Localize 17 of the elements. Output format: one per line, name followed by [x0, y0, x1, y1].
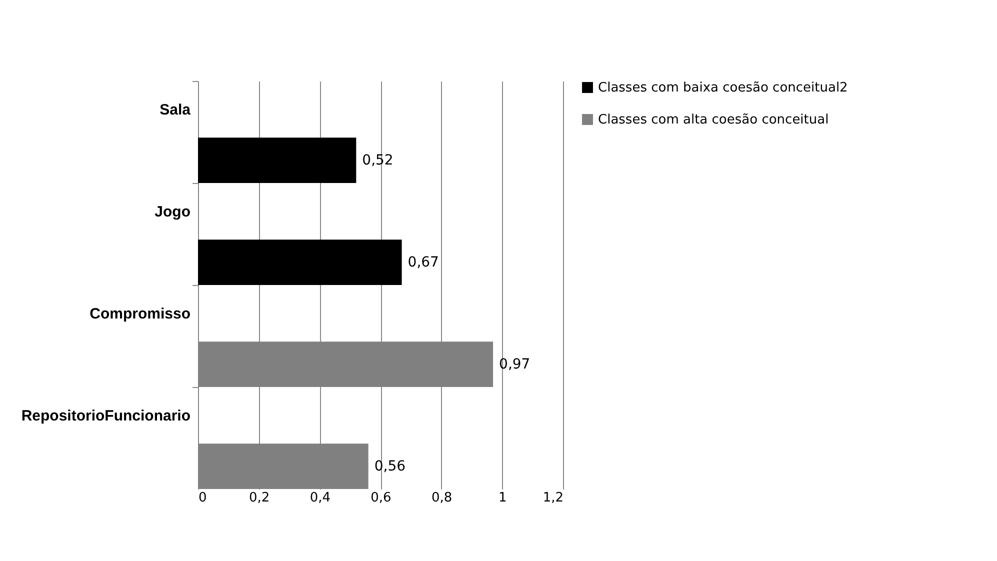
x-tick-label: 0,4: [310, 490, 331, 506]
legend-label: Classes com baixa coesão conceitual2: [598, 80, 848, 96]
y-tick-label: Sala: [160, 102, 192, 119]
x-tick-label: 0: [198, 490, 207, 506]
x-tick-label: 0,8: [431, 490, 452, 506]
text: 0,56: [374, 458, 406, 474]
y-tick-label: Compromisso: [90, 306, 190, 323]
text: 0,67: [408, 254, 439, 270]
y-tick-label: Jogo: [154, 204, 190, 221]
x-tick-label: 0,6: [370, 490, 392, 506]
y-tick-label: RepositorioFuncionario: [21, 408, 190, 425]
x-tick-label: 1,2: [542, 490, 564, 506]
text: 0,97: [499, 356, 530, 372]
x-tick-label: 0,2: [248, 490, 270, 506]
legend-label: Classes com alta coesão conceitual: [598, 112, 829, 128]
x-tick-label: 1: [498, 490, 507, 506]
text: 0,52: [362, 152, 394, 168]
